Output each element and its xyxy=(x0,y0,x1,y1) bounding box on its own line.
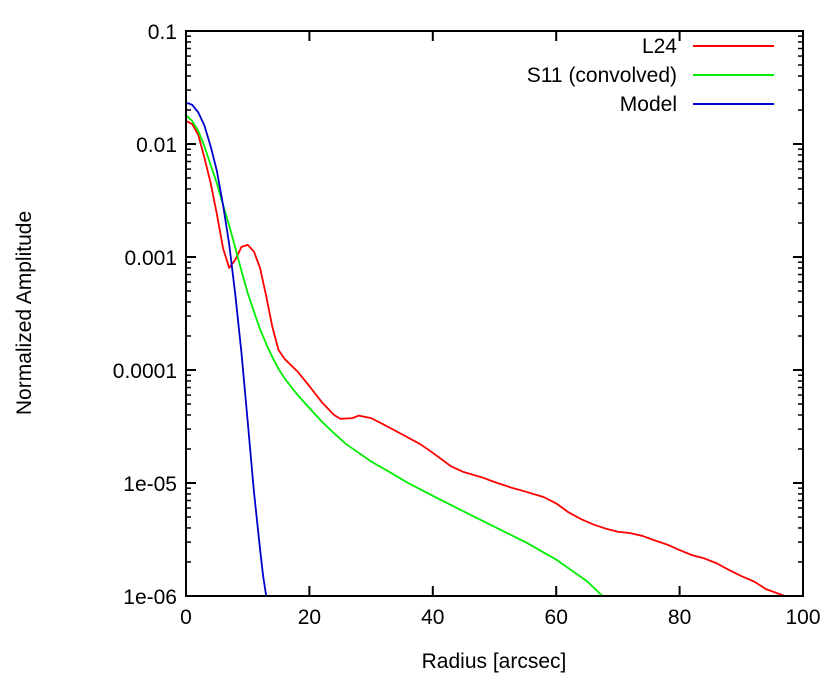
plot-frame xyxy=(185,30,804,597)
y-tick-label: 0.1 xyxy=(148,21,177,44)
x-tick-label: 40 xyxy=(421,606,444,629)
x-tick-label: 100 xyxy=(785,606,820,629)
y-axis-label: Normalized Amplitude xyxy=(13,211,36,415)
legend-label: L24 xyxy=(642,35,677,58)
y-tick-label: 1e-05 xyxy=(123,473,177,496)
axis-ticks: 0 20 40 60 80 100 1e-06 1e-05 0.0001 0.001 0.01 0.1 xyxy=(113,21,821,629)
x-tick-label: 20 xyxy=(298,606,321,629)
legend: L24 S11 (convolved) Model xyxy=(527,35,774,116)
x-tick-label: 80 xyxy=(668,606,691,629)
y-tick-label: 0.01 xyxy=(136,134,177,157)
series-line xyxy=(186,120,785,596)
y-tick-label: 1e-06 xyxy=(123,586,177,609)
series-line xyxy=(186,114,604,596)
x-axis-label: Radius [arcsec] xyxy=(422,650,567,673)
series-line xyxy=(186,102,268,596)
legend-label: Model xyxy=(620,93,677,116)
y-tick-label: 0.001 xyxy=(124,247,177,270)
x-tick-label: 0 xyxy=(180,606,192,629)
data-series xyxy=(186,102,785,596)
legend-label: S11 (convolved) xyxy=(527,64,677,87)
y-tick-label: 0.0001 xyxy=(113,360,177,383)
x-tick-label: 60 xyxy=(545,606,568,629)
